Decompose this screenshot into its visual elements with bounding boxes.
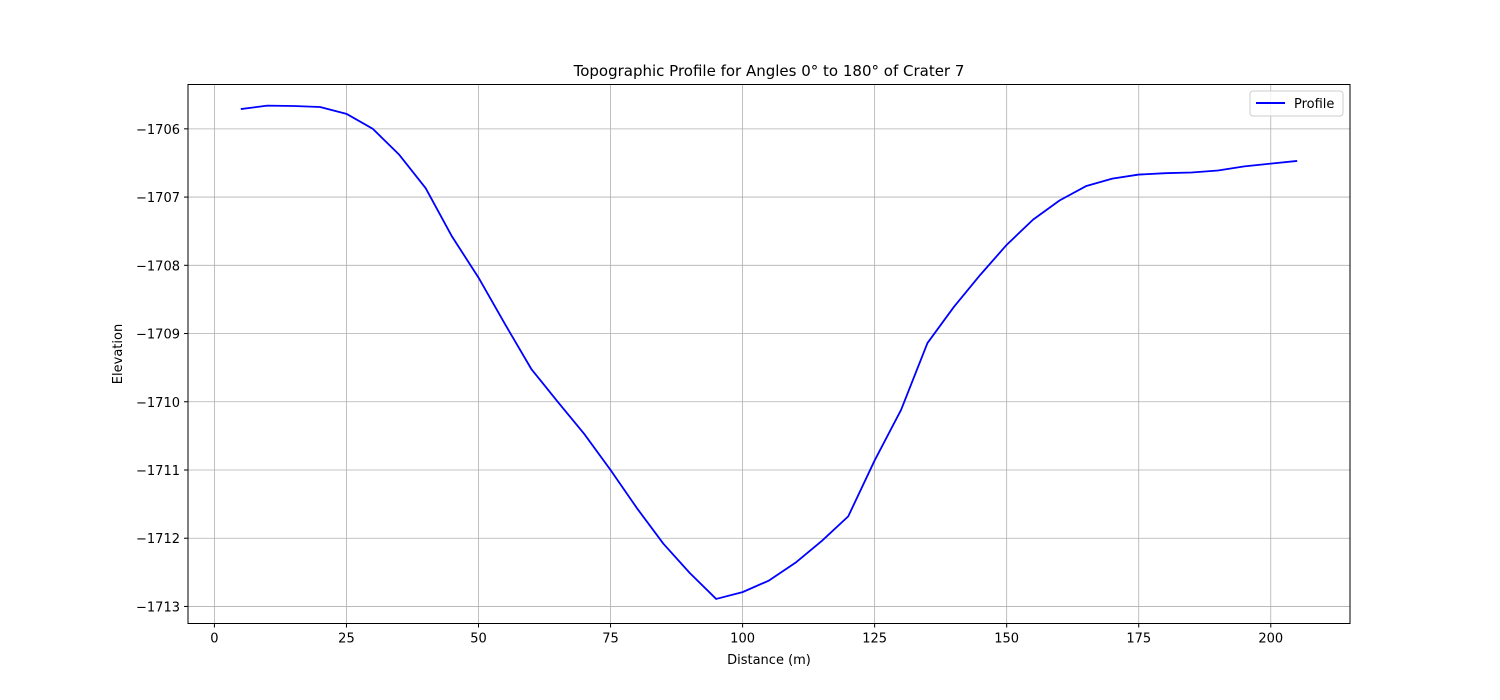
y-tick-label: −1711 (136, 464, 180, 479)
y-tick-label: −1709 (136, 328, 180, 343)
x-tick-label: 200 (1258, 632, 1283, 647)
x-tick-label: 150 (994, 632, 1019, 647)
y-tick-label: −1707 (136, 191, 180, 206)
x-tick-label: 50 (470, 632, 487, 647)
x-tick-label: 125 (862, 632, 887, 647)
grid-layer (188, 84, 1350, 624)
y-tick-label: −1706 (136, 123, 180, 138)
y-tick-label: −1713 (136, 600, 180, 615)
plot-frame (187, 84, 1351, 624)
y-tick-label: −1710 (136, 396, 180, 411)
y-ticks: −1713 −1712 −1711 −1710 −1709 −1708 −1707 −1706 (136, 123, 188, 615)
series-layer (240, 104, 1298, 600)
legend-box (1249, 90, 1344, 117)
x-ticks: 0 25 50 75 100 125 150 175 200 (210, 623, 1283, 647)
y-tick-label: −1712 (136, 532, 180, 547)
series-line-profile (240, 104, 1298, 600)
x-axis-label: Distance (m) (727, 653, 811, 668)
y-tick-label: −1708 (136, 259, 180, 274)
x-tick-label: 100 (730, 632, 755, 647)
x-tick-label: 25 (338, 632, 355, 647)
x-tick-label: 175 (1126, 632, 1151, 647)
legend-label: Profile (1294, 97, 1334, 112)
y-axis-label: Elevation (111, 324, 126, 384)
legend: Profile (1249, 90, 1344, 117)
x-tick-label: 0 (210, 632, 218, 647)
x-tick-label: 75 (602, 632, 619, 647)
chart-title: Topographic Profile for Angles 0° to 180… (573, 62, 965, 80)
